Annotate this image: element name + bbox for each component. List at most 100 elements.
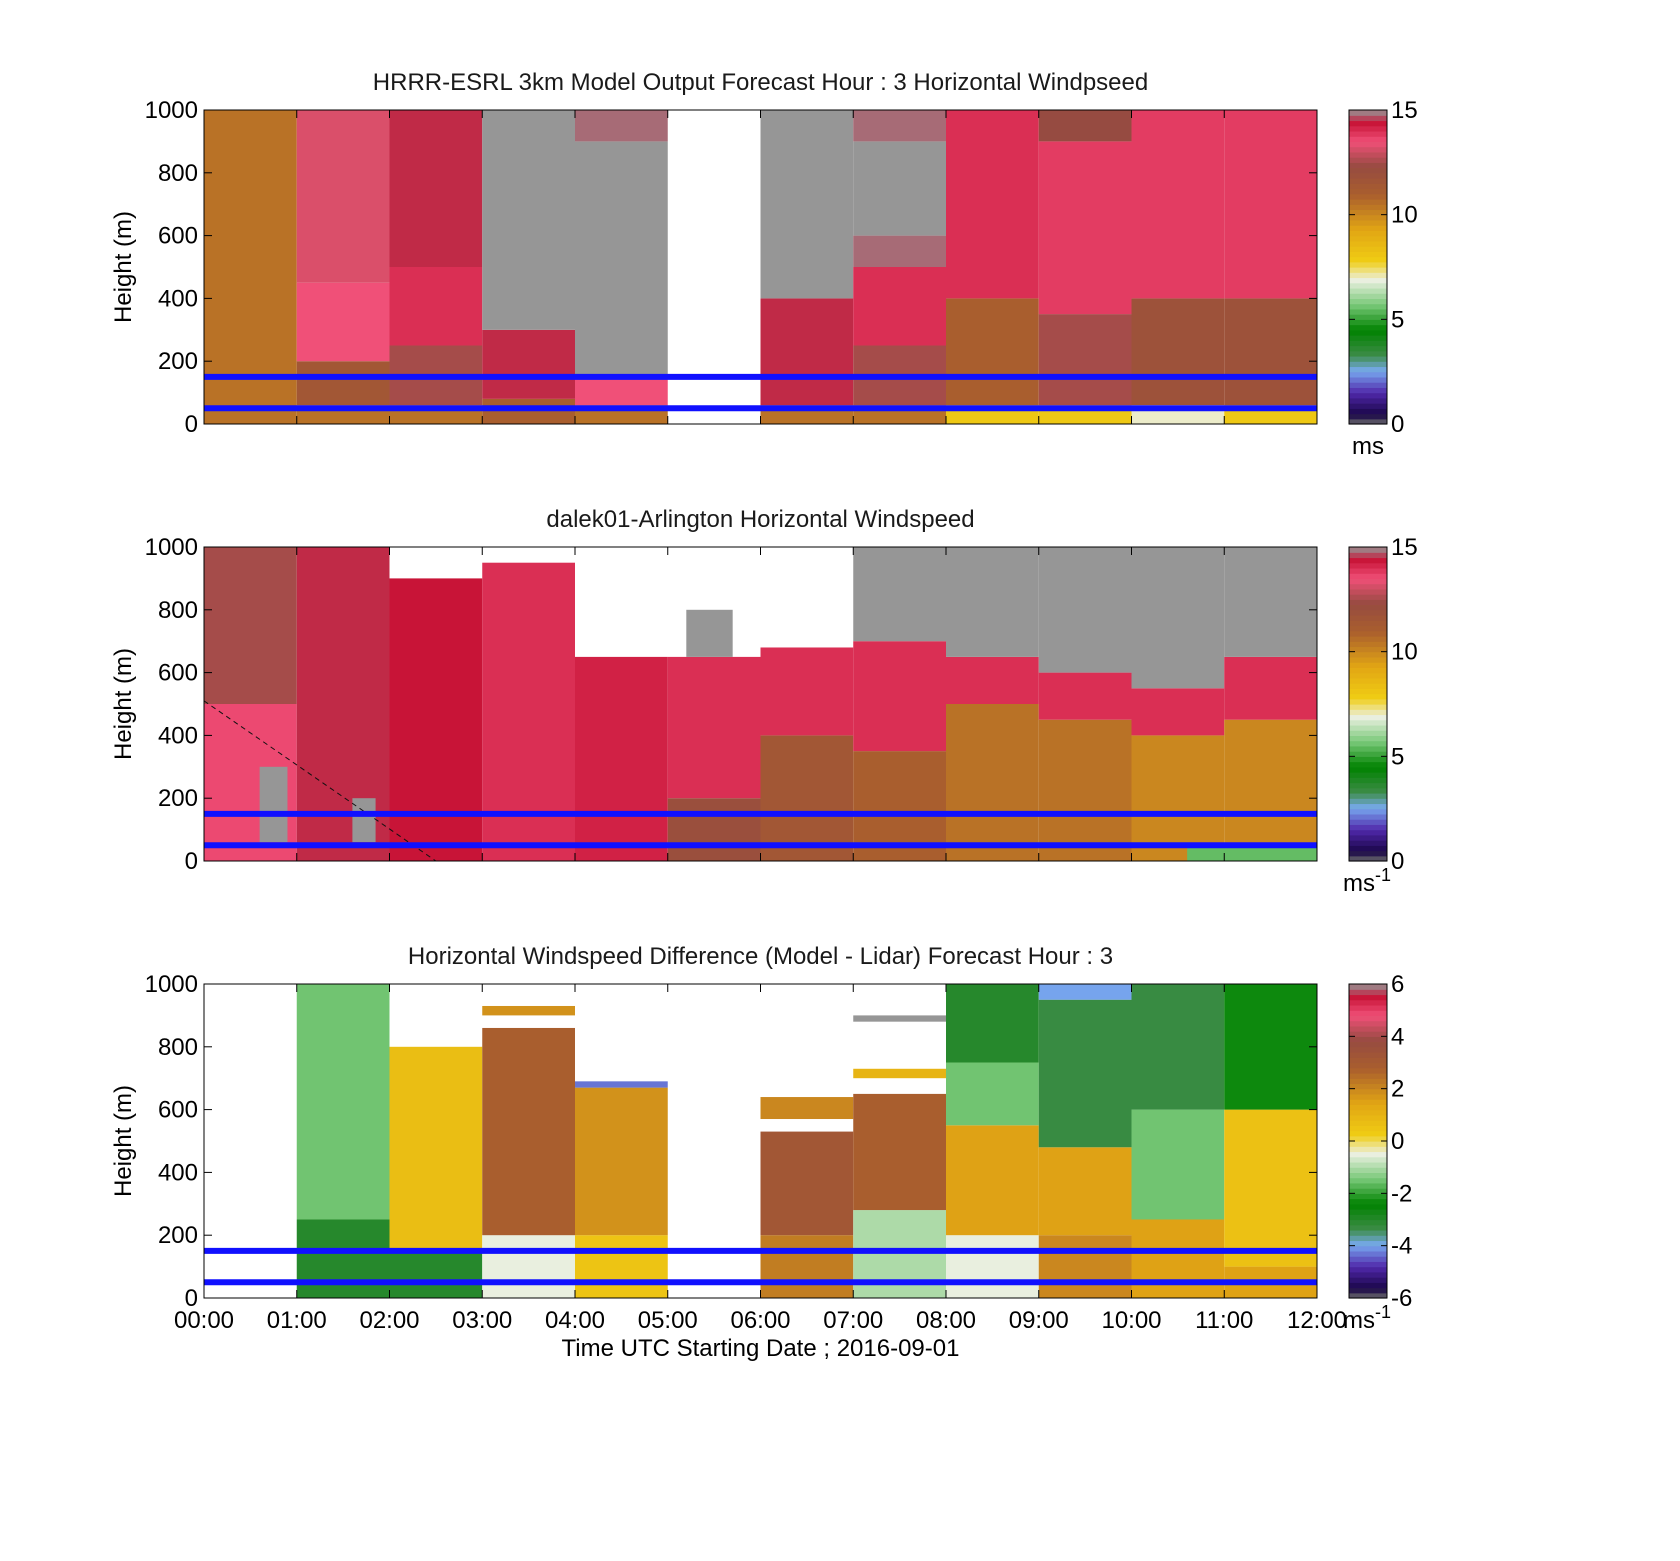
colorbar-tick-label: 15 xyxy=(1391,97,1418,124)
colorbar-segment xyxy=(1349,110,1387,116)
heatmap-cell xyxy=(946,1062,1039,1126)
colorbar-segment xyxy=(1349,355,1387,362)
y-tick-label: 1000 xyxy=(145,534,198,561)
colorbar-segment xyxy=(1349,219,1387,226)
colorbar-segment xyxy=(1349,688,1387,695)
heatmap-cell xyxy=(1038,999,1132,1148)
colorbar-tick-label: 10 xyxy=(1391,639,1418,666)
heatmap-cell xyxy=(853,110,946,142)
colorbar-segment xyxy=(1349,1114,1387,1121)
heatmap-cell xyxy=(389,110,483,267)
colorbar-segment xyxy=(1349,366,1387,373)
colorbar-segment xyxy=(1349,1250,1387,1257)
colorbar-segment xyxy=(1349,1214,1387,1221)
colorbar-segment xyxy=(1349,1261,1387,1268)
colorbar-segment xyxy=(1349,714,1387,721)
heatmap-cell xyxy=(686,609,733,657)
colorbar-segment xyxy=(1349,172,1387,179)
colorbar-segment xyxy=(1349,994,1387,1001)
heatmap-cell xyxy=(1131,298,1225,406)
heatmap-cell xyxy=(946,110,1039,299)
colorbar-segment xyxy=(1349,1015,1387,1022)
colorbar-segment xyxy=(1349,547,1387,553)
colorbar-tick-label: -2 xyxy=(1391,1180,1412,1207)
colorbar-segment xyxy=(1349,761,1387,768)
colorbar-segment xyxy=(1349,735,1387,742)
colorbar-segment xyxy=(1349,1224,1387,1231)
colorbar-frame xyxy=(1348,109,1388,425)
panel-3: Horizontal Windspeed Difference (Model -… xyxy=(110,943,1412,1334)
heatmap-cell xyxy=(1131,688,1225,736)
colorbar-segment xyxy=(1349,1167,1387,1173)
heatmap-cell xyxy=(296,361,390,406)
heatmap-cell xyxy=(1187,845,1317,861)
heatmap-cell xyxy=(296,110,390,283)
heatmap-cell xyxy=(389,267,483,346)
colorbar-segment xyxy=(1349,1292,1387,1299)
heatmap-cell xyxy=(575,1087,668,1236)
colorbar-segment xyxy=(1349,157,1387,163)
heatmap-cell xyxy=(853,1093,946,1211)
x-tick-label: 06:00 xyxy=(730,1307,790,1334)
colorbar-segment xyxy=(1349,840,1387,846)
heatmap-cell xyxy=(575,656,668,861)
y-tick-label: 1000 xyxy=(145,97,198,124)
x-tick-label: 09:00 xyxy=(1009,1307,1069,1334)
heatmap-cell xyxy=(1131,1219,1225,1298)
colorbar-segment xyxy=(1349,1287,1387,1294)
colorbar-segment xyxy=(1349,120,1387,127)
colorbar-segment xyxy=(1349,198,1387,205)
heatmap-cell xyxy=(946,656,1039,704)
heatmap-cell xyxy=(482,329,575,399)
x-tick-label: 01:00 xyxy=(267,1307,327,1334)
x-tick-label: 03:00 xyxy=(452,1307,512,1334)
colorbar-segment xyxy=(1349,293,1387,299)
colorbar-segment xyxy=(1349,798,1387,805)
colorbar-segment xyxy=(1349,989,1387,996)
colorbar-tick-label: -6 xyxy=(1391,1285,1412,1312)
colorbar-segment xyxy=(1349,387,1387,394)
heatmap-cell xyxy=(853,547,946,642)
colorbar-segment xyxy=(1349,1078,1387,1085)
x-tick-label: 05:00 xyxy=(638,1307,698,1334)
heatmap-cell xyxy=(853,267,946,346)
heatmap-cell xyxy=(389,1250,483,1298)
colorbar-segment xyxy=(1349,1182,1387,1189)
heatmap-cell xyxy=(760,110,854,299)
colorbar-segment xyxy=(1349,256,1387,263)
colorbar-unit-base: ms xyxy=(1343,1307,1375,1334)
heatmap-cell xyxy=(204,547,297,704)
colorbar-segment xyxy=(1349,777,1387,784)
colorbar-segment xyxy=(1349,1198,1387,1205)
colorbar-segment xyxy=(1349,1188,1387,1194)
heatmap-cell xyxy=(482,1005,575,1016)
heatmap-cell xyxy=(1224,719,1317,861)
colorbar-segment xyxy=(1349,1062,1387,1069)
colorbar-segment xyxy=(1349,1282,1387,1289)
colorbar-segment xyxy=(1349,130,1387,137)
colorbar-segment xyxy=(1349,235,1387,242)
colorbar-segment xyxy=(1349,594,1387,600)
heatmap-cell xyxy=(1131,1109,1225,1220)
x-tick-label: 00:00 xyxy=(174,1307,234,1334)
colorbar-unit: ms-1 xyxy=(1343,1302,1391,1334)
colorbar-segment xyxy=(1349,1031,1387,1037)
colorbar-segment xyxy=(1349,724,1387,731)
heatmap-cell xyxy=(1131,735,1225,861)
colorbar-segment xyxy=(1349,1067,1387,1074)
colorbar-segment xyxy=(1349,562,1387,569)
colorbar-segment xyxy=(1349,999,1387,1006)
colorbar-segment xyxy=(1349,567,1387,574)
heatmap-cell xyxy=(853,641,946,752)
y-tick-label: 800 xyxy=(158,160,198,187)
heatmap-cell xyxy=(1038,141,1132,315)
colorbar-segment xyxy=(1349,604,1387,611)
colorbar-segment xyxy=(1349,698,1387,705)
heatmap-cell xyxy=(760,735,854,861)
colorbar-tick-label: 0 xyxy=(1391,848,1404,875)
colorbar-segment xyxy=(1349,704,1387,710)
colorbar-segment xyxy=(1349,167,1387,174)
heatmap-cell xyxy=(760,1235,854,1298)
colorbar-segment xyxy=(1349,834,1387,841)
